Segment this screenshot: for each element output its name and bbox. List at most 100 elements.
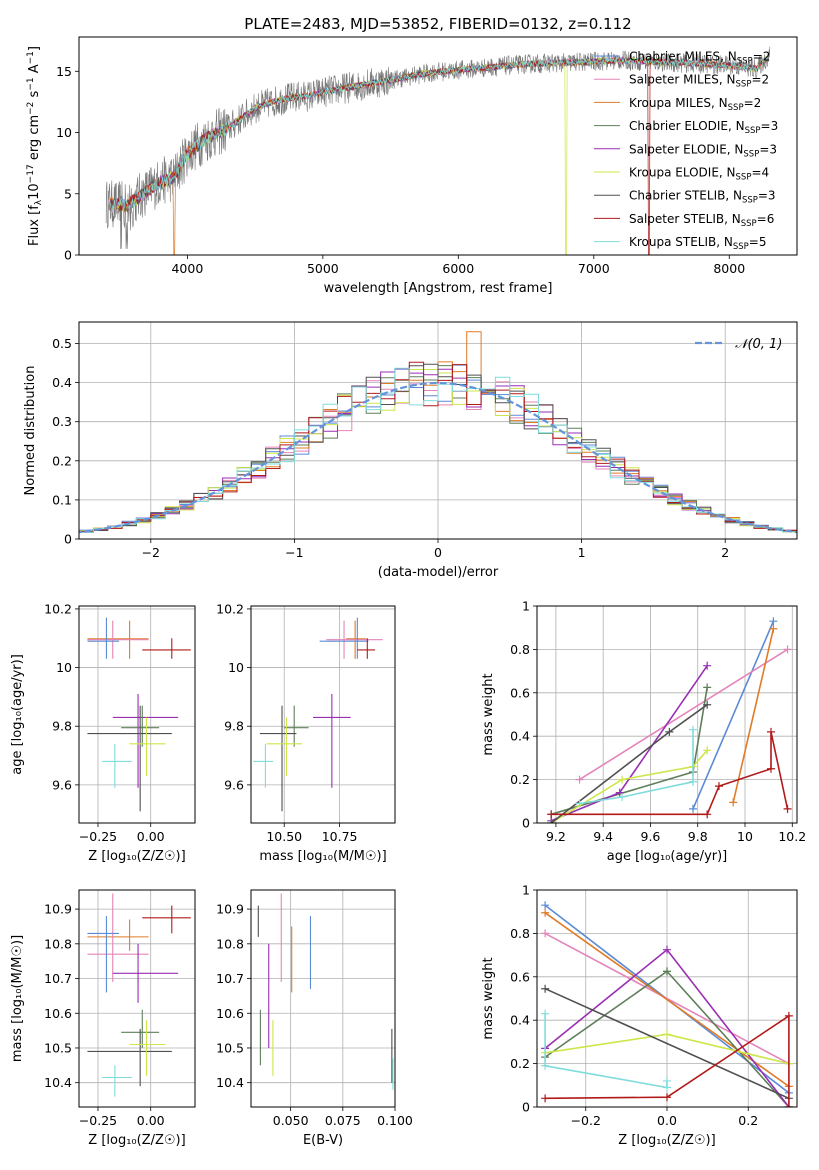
plot-area [257, 893, 394, 1090]
y-tick-label: 0 [64, 532, 72, 547]
ticks: 9.2 9.4 9.6 9.8 10 10.2 0 0.2 0.4 0.6 0.8 1 [510, 599, 806, 845]
legend-entry: 𝒩(0, 1) [735, 337, 782, 352]
weight-line [550, 704, 708, 823]
weight-marker [575, 775, 584, 784]
weight-marker [547, 810, 556, 819]
ticks: 10.50 10.75 9.6 9.8 10 10.2 [216, 601, 395, 844]
legend-entry: Chabrier ELODIE, NSSP=3 [629, 119, 778, 136]
legend-subscript: SSP [737, 57, 753, 67]
y-axis-label-part: −17 [26, 164, 36, 183]
legend-entry: Chabrier MILES, NSSP=2 [629, 50, 770, 67]
weight-marker [689, 804, 697, 813]
weight-marker [541, 929, 550, 938]
legend-value: =3 [761, 119, 779, 133]
y-tick-label: 0.2 [510, 772, 530, 787]
legend-name: Salpeter ELODIE, N [629, 142, 743, 156]
weight-marker [767, 764, 775, 773]
x-axis-label: (data-model)/error [378, 565, 499, 580]
weight-marker [663, 1076, 671, 1085]
age-vs-mass-weight-plot: 9.2 9.4 9.6 9.8 10 10.2 0 0.2 0.4 0.6 0.8 1 age [log… [481, 599, 806, 865]
y-axis-label: mass weight [481, 673, 496, 755]
figure-title: PLATE=2483, MJD=53852, FIBERID=0132, z=0… [244, 15, 631, 33]
x-axis-label: age [log₁₀(age/yr)] [607, 849, 728, 864]
legend-name: Kroupa ELODIE, N [629, 166, 736, 180]
legend-entry: Salpeter MILES, NSSP=2 [629, 73, 769, 90]
weight-marker [715, 782, 723, 791]
weight-line [544, 912, 790, 1088]
weight-marker [729, 798, 738, 807]
legend-value: =4 [751, 166, 769, 180]
y-tick-label: 10 [56, 660, 72, 675]
legend-subscript: SSP [745, 126, 761, 136]
legend-name: Kroupa MILES, N [629, 96, 728, 110]
x-axis-label: E(B-V) [303, 1133, 343, 1148]
x-tick-label: −0.2 [571, 1113, 601, 1128]
y-tick-label: 0.4 [510, 1013, 530, 1028]
y-tick-label: 15 [56, 64, 72, 79]
weight-marker [541, 1094, 550, 1103]
weight-marker [575, 799, 584, 808]
x-tick-label: 0.050 [273, 1113, 309, 1128]
y-axis-label-part: −2 [26, 102, 36, 115]
weight-line [550, 749, 708, 823]
legend-entry: Kroupa MILES, NSSP=2 [629, 96, 761, 113]
x-tick-label: 1 [578, 545, 586, 560]
weight-marker [663, 1093, 671, 1102]
legend-subscript: SSP [741, 219, 757, 229]
weight-marker [784, 1011, 793, 1020]
axes-frame [78, 321, 798, 540]
weight-marker [663, 945, 671, 954]
x-tick-label: 0.00 [137, 1113, 165, 1128]
weight-marker [769, 617, 778, 626]
legend-subscript: SSP [736, 173, 752, 183]
y-tick-label: 0 [522, 816, 530, 831]
x-axis-label: Z [log₁₀(Z/Z☉)] [618, 1133, 715, 1148]
weight-marker [703, 683, 712, 692]
y-tick-label: 10.4 [216, 1075, 244, 1090]
y-tick-label: 10 [56, 125, 72, 140]
x-tick-label: 0.100 [377, 1113, 413, 1128]
y-tick-label: 10.4 [44, 1075, 72, 1090]
x-tick-label: 10.50 [266, 829, 302, 844]
y-axis-label: Normed distribution [23, 366, 38, 496]
weight-marker [615, 788, 624, 797]
plot-area [253, 617, 383, 812]
y-axis-label-part: erg cm [27, 115, 42, 164]
x-tick-label: 5000 [307, 261, 339, 276]
x-axis-label: wavelength [Angstrom, rest frame] [324, 281, 553, 296]
residual-histogram-plot: −2 −1 0 1 2 0 0.1 0.2 0.3 0.4 0.5 (data-model)/erro… [23, 321, 798, 580]
weight-line [545, 1014, 790, 1107]
y-tick-label: 0 [64, 248, 72, 263]
x-tick-label: 4000 [171, 261, 203, 276]
legend-entry: Salpeter ELODIE, NSSP=3 [629, 142, 777, 159]
ticks: 4000 5000 6000 7000 8000 0 5 10 15 [56, 64, 745, 276]
y-tick-label: 10 [228, 660, 244, 675]
weight-marker [541, 984, 550, 993]
legend-name: Chabrier MILES, N [629, 50, 737, 64]
x-tick-label: 0.075 [325, 1113, 361, 1128]
y-axis-label: mass weight [481, 957, 496, 1039]
y-tick-label: 10.8 [44, 936, 72, 951]
x-tick-label: 9.4 [593, 829, 613, 844]
plot-area [87, 893, 191, 1097]
y-tick-label: 1 [522, 599, 530, 614]
plot-area [105, 46, 771, 255]
weight-marker [783, 804, 792, 813]
axes-frame [78, 605, 196, 824]
spectrum-plot: 4000 5000 6000 7000 8000 0 5 10 15 wavelength [An… [26, 36, 798, 296]
x-axis-label: Z [log₁₀(Z/Z☉)] [88, 1133, 185, 1148]
y-tick-label: 5 [64, 186, 72, 201]
weight-marker [783, 645, 792, 654]
weight-line [579, 729, 694, 805]
y-tick-label: 10.9 [44, 902, 72, 917]
x-tick-label: 0.2 [738, 1113, 758, 1128]
x-tick-label: 0.00 [137, 829, 165, 844]
y-tick-label: 10.6 [216, 1006, 244, 1021]
y-tick-label: 0.6 [510, 685, 530, 700]
legend-subscript: SSP [733, 242, 749, 252]
weight-line [579, 648, 788, 781]
weight-marker [541, 908, 550, 917]
legend-name: Salpeter MILES, N [629, 73, 736, 87]
ticks: 0.050 0.075 0.100 10.4 10.5 10.6 10.7 10.8 10.9 [216, 890, 413, 1128]
